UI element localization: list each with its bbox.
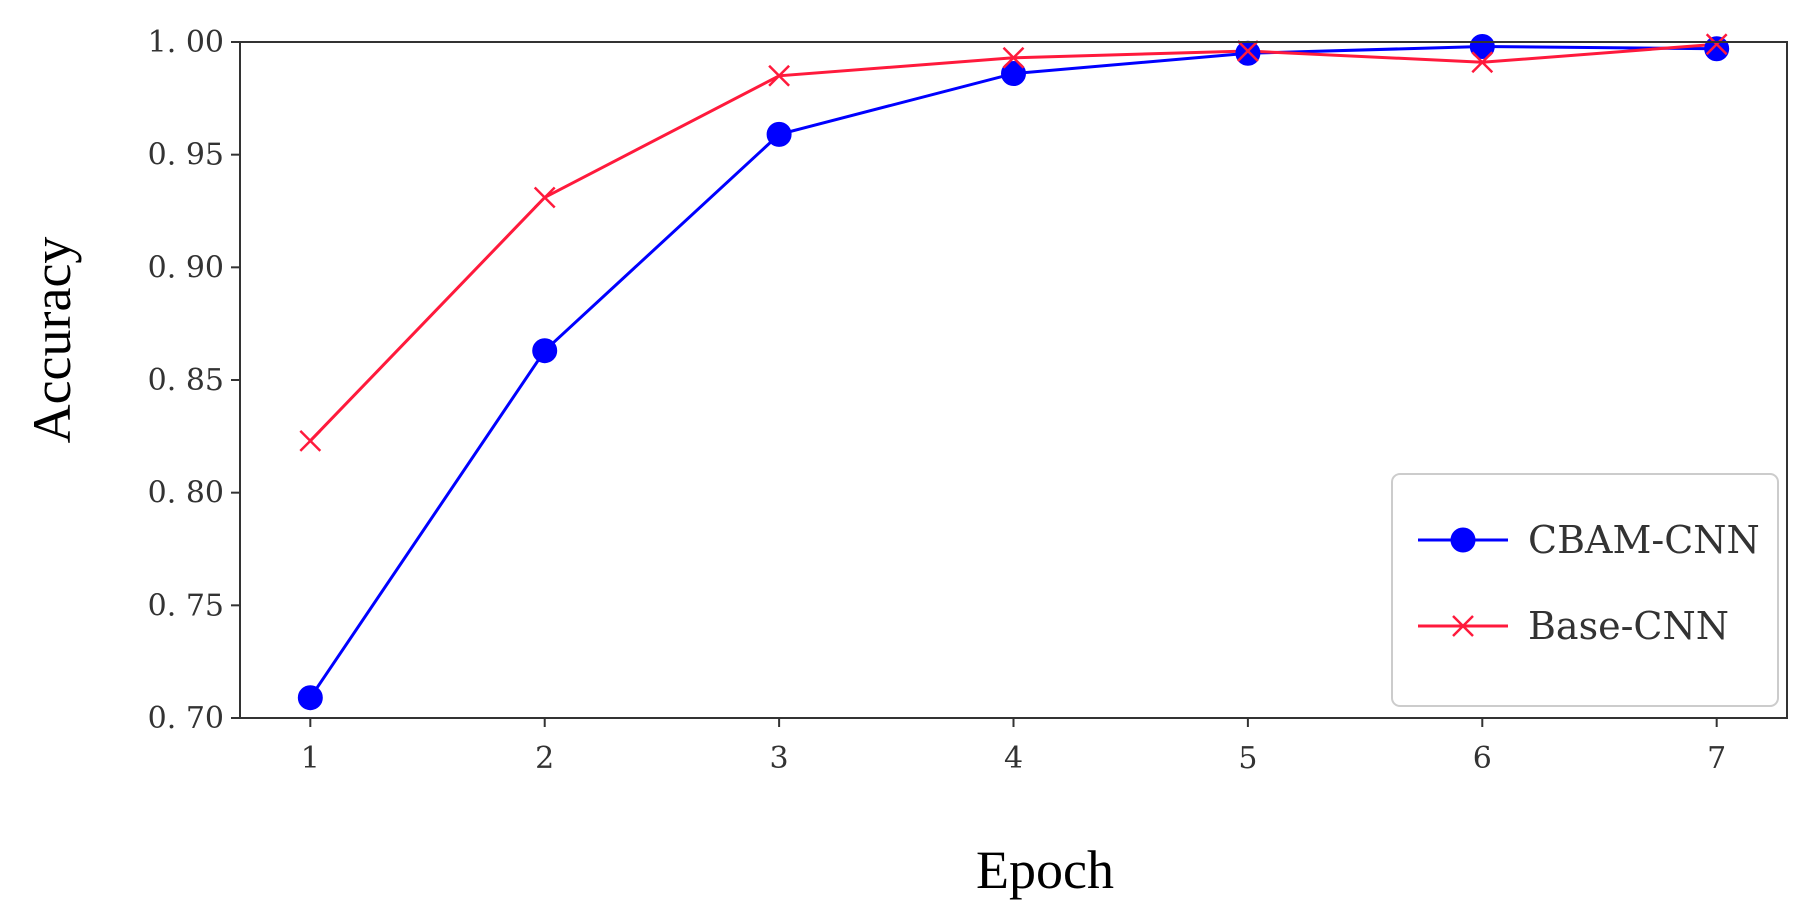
legend-entry-label: CBAM-CNN	[1528, 518, 1760, 562]
x-tick-label: 6	[1473, 741, 1492, 776]
legend-entry-label: Base-CNN	[1528, 604, 1729, 648]
legend-box	[1391, 473, 1779, 707]
x-tick-label: 4	[1004, 741, 1023, 776]
x-tick-label: 3	[770, 741, 789, 776]
x-tick-label: 2	[535, 741, 554, 776]
y-tick-label: 0. 95	[148, 138, 224, 173]
data-point-cbam-cnn	[297, 685, 323, 711]
data-point-cbam-cnn	[1469, 34, 1495, 60]
data-point-base-cnn	[1002, 46, 1025, 69]
legend-marker	[1452, 615, 1474, 637]
data-point-base-cnn	[533, 186, 556, 209]
axes: 0. 70 0. 75 0. 80 0. 85 0. 90 0. 95 1. 00 1 2 3 4 5…	[148, 25, 1788, 776]
data-point-base-cnn	[768, 64, 790, 87]
x-tick-label: 5	[1238, 741, 1257, 776]
data-point-cbam-cnn	[1235, 40, 1261, 66]
data-point-base-cnn	[1237, 40, 1259, 62]
x-axis-title: Epoch	[976, 840, 1114, 900]
plot-area	[297, 33, 1730, 711]
data-point-cbam-cnn	[766, 121, 792, 147]
y-axis-title: Accuracy	[22, 237, 82, 444]
x-tick-label: 7	[1707, 741, 1726, 776]
y-tick-label: 0. 80	[148, 476, 224, 511]
y-tick-label: 0. 85	[148, 363, 224, 398]
legend: CBAM-CNN Base-CNN	[1391, 473, 1779, 707]
data-point-base-cnn	[1471, 51, 1494, 74]
data-point-cbam-cnn	[1001, 61, 1026, 87]
legend-marker	[1450, 527, 1476, 553]
data-point-base-cnn	[1705, 33, 1728, 56]
y-tick-label: 0. 70	[148, 701, 224, 736]
data-point-cbam-cnn	[1704, 36, 1730, 62]
y-tick-label: 0. 90	[148, 250, 224, 285]
data-point-base-cnn	[299, 429, 322, 452]
data-point-cbam-cnn	[532, 338, 558, 364]
series-line-base-cnn	[309, 42, 1717, 442]
y-tick-label: 1. 00	[148, 25, 224, 60]
x-tick-label: 1	[301, 741, 320, 776]
y-tick-label: 0. 75	[148, 588, 224, 623]
